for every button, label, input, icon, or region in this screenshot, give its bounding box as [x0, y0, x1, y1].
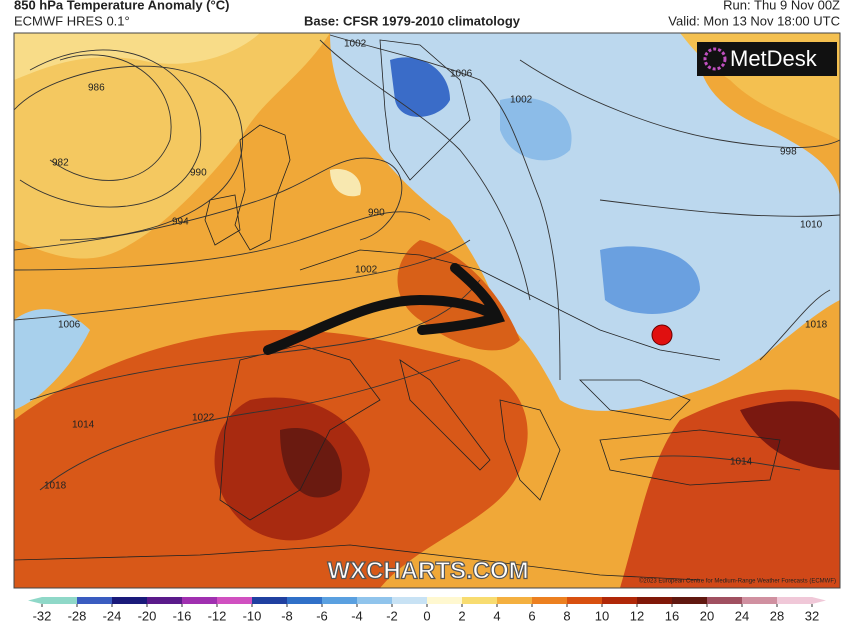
colorbar-tick-label: 6	[528, 608, 535, 623]
colorbar-tick-label: -32	[33, 608, 52, 623]
isobar-label: 1018	[44, 481, 67, 492]
colorbar-tick-label: 10	[595, 608, 609, 623]
isobar-label: 1006	[58, 320, 81, 331]
colorbar-segment	[42, 597, 78, 604]
isobar-label: 990	[368, 208, 385, 219]
brand-box	[697, 42, 837, 76]
isobars	[14, 34, 840, 491]
isobar-label: 1014	[730, 457, 753, 468]
colorbar-segment	[707, 597, 743, 604]
colorbar-segment	[427, 597, 463, 604]
colorbar-segment	[602, 597, 638, 604]
colorbar-end	[812, 597, 826, 604]
colorbar-tick-label: 24	[735, 608, 749, 623]
colorbar-segment	[147, 597, 183, 604]
valid: Valid: Mon 13 Nov 18:00 UTC	[668, 13, 840, 28]
colorbar-tick-label: -4	[351, 608, 363, 623]
colorbar-tick-label: -10	[243, 608, 262, 623]
colorbar-tick-label: 2	[458, 608, 465, 623]
colorbar-segment	[357, 597, 393, 604]
isobar-label: 982	[52, 158, 69, 169]
colorbar-segment	[322, 597, 358, 604]
isobar-label: 994	[172, 217, 189, 228]
isobar-label: 998	[780, 147, 797, 158]
colorbar-tick-label: -12	[208, 608, 227, 623]
colorbar-segment	[532, 597, 568, 604]
colorbar-segment	[742, 597, 778, 604]
colorbar-segment	[77, 597, 113, 604]
isobar-label: 1014	[72, 420, 95, 431]
isobar-label: 1002	[355, 265, 378, 276]
colorbar-tick-label: -20	[138, 608, 157, 623]
colorbar-tick-label: 32	[805, 608, 819, 623]
colorbar-tick-label: 28	[770, 608, 784, 623]
brand-icon	[703, 47, 727, 71]
colorbar-tick-label: 8	[563, 608, 570, 623]
isobar-label: 986	[88, 83, 105, 94]
colorbar-end	[28, 597, 42, 604]
isobar-label: 1018	[805, 320, 828, 331]
colorbar-tick-label: 20	[700, 608, 714, 623]
colorbar-segment	[392, 597, 428, 604]
isobar-label: 1006	[450, 69, 473, 80]
colorbar-segment	[567, 597, 603, 604]
colorbar-tick-label: -2	[386, 608, 398, 623]
map-frame	[13, 32, 841, 589]
colorbar-tick-label: -6	[316, 608, 328, 623]
colorbar-segment	[777, 597, 813, 604]
colorbar-tick-label: -28	[68, 608, 87, 623]
copyright: ©2023 European Centre for Medium-Range W…	[639, 578, 836, 585]
colorbar-segment	[182, 597, 218, 604]
map: 986 982 990 994 1002 1006 1002 990 1002 …	[14, 33, 840, 588]
coastlines	[14, 39, 781, 581]
brand: MetDesk	[730, 46, 818, 71]
colorbar-segment	[637, 597, 673, 604]
colorbar-segment	[462, 597, 498, 604]
arrow	[263, 263, 505, 355]
isobar-label: 1002	[344, 39, 367, 50]
isobar-label: 1002	[510, 95, 533, 106]
model: ECMWF HRES 0.1°	[14, 13, 130, 28]
colorbar-tick-label: -16	[173, 608, 192, 623]
colorbar-segment	[672, 597, 708, 604]
run: Run: Thu 9 Nov 00Z	[723, 0, 840, 12]
colorbar-segment	[112, 597, 148, 604]
colorbar-tick-label: -8	[281, 608, 293, 623]
isobar-label: 1010	[800, 220, 823, 231]
colorbar-tick-label: 4	[493, 608, 500, 623]
colorbar-tick-label: 0	[423, 608, 430, 623]
colorbar-tick-label: 12	[630, 608, 644, 623]
base: Base: CFSR 1979-2010 climatology	[304, 13, 521, 28]
isobar-label: 1022	[192, 413, 215, 424]
watermark: WXCHARTS.COM	[327, 557, 528, 584]
isobar-label: 990	[190, 168, 207, 179]
colorbar-tick-label: -24	[103, 608, 122, 623]
colorbar-segment	[217, 597, 253, 604]
title: 850 hPa Temperature Anomaly (°C)	[14, 0, 229, 12]
location-marker	[651, 324, 673, 346]
colorbar: -32 -28 -24 -20 -16 -12 -10 -8 -6 -4 -2 0 2 4 6 8 10 12 16…	[28, 597, 826, 623]
colorbar-segment	[252, 597, 288, 604]
colorbar-segment	[497, 597, 533, 604]
colorbar-segment	[287, 597, 323, 604]
colorbar-tick-label: 16	[665, 608, 679, 623]
